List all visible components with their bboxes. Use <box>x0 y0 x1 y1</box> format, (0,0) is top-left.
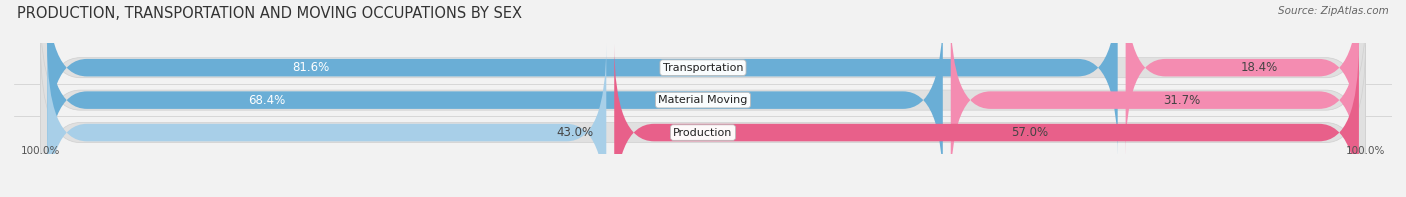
FancyBboxPatch shape <box>1126 0 1358 156</box>
Text: Transportation: Transportation <box>662 63 744 73</box>
Text: 68.4%: 68.4% <box>249 94 285 107</box>
Text: 100.0%: 100.0% <box>1346 146 1385 156</box>
Text: PRODUCTION, TRANSPORTATION AND MOVING OCCUPATIONS BY SEX: PRODUCTION, TRANSPORTATION AND MOVING OC… <box>17 6 522 21</box>
FancyBboxPatch shape <box>41 0 1365 155</box>
FancyBboxPatch shape <box>48 0 1118 156</box>
FancyBboxPatch shape <box>41 45 1365 197</box>
Text: 43.0%: 43.0% <box>555 126 593 139</box>
FancyBboxPatch shape <box>48 44 606 197</box>
FancyBboxPatch shape <box>950 12 1358 189</box>
Text: 31.7%: 31.7% <box>1163 94 1201 107</box>
Text: 81.6%: 81.6% <box>292 61 329 74</box>
Legend: Male, Female: Male, Female <box>644 194 762 197</box>
Text: 100.0%: 100.0% <box>21 146 60 156</box>
FancyBboxPatch shape <box>614 44 1358 197</box>
Text: Production: Production <box>673 128 733 138</box>
Text: 57.0%: 57.0% <box>1011 126 1047 139</box>
FancyBboxPatch shape <box>48 12 943 189</box>
Text: 18.4%: 18.4% <box>1241 61 1278 74</box>
Text: Source: ZipAtlas.com: Source: ZipAtlas.com <box>1278 6 1389 16</box>
Text: Material Moving: Material Moving <box>658 95 748 105</box>
FancyBboxPatch shape <box>41 13 1365 187</box>
